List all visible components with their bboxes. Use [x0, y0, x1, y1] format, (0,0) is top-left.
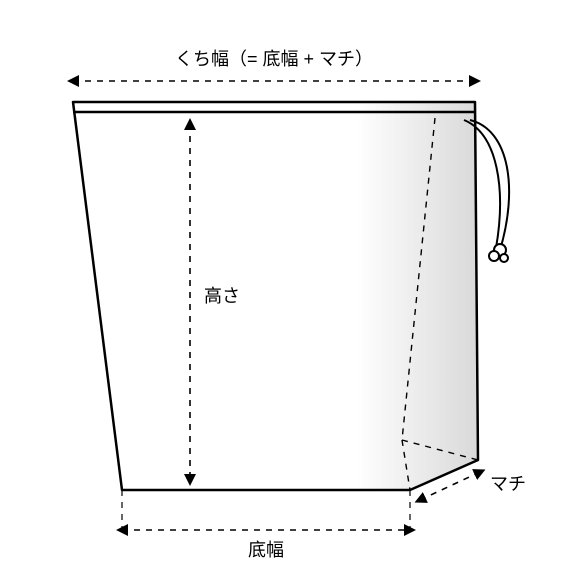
label-top-width: くち幅（= 底幅 + マチ）: [175, 49, 373, 69]
drawstring-knot: [489, 251, 499, 261]
bag-dimension-diagram: くち幅（= 底幅 + マチ） 高さ底幅 マチ: [0, 0, 583, 582]
label-height: 高さ: [204, 286, 240, 306]
drawstring-knot: [500, 254, 508, 262]
label-depth: マチ: [490, 474, 526, 494]
bag-outline: [73, 102, 478, 490]
label-bottom-width: 底幅: [248, 540, 284, 560]
